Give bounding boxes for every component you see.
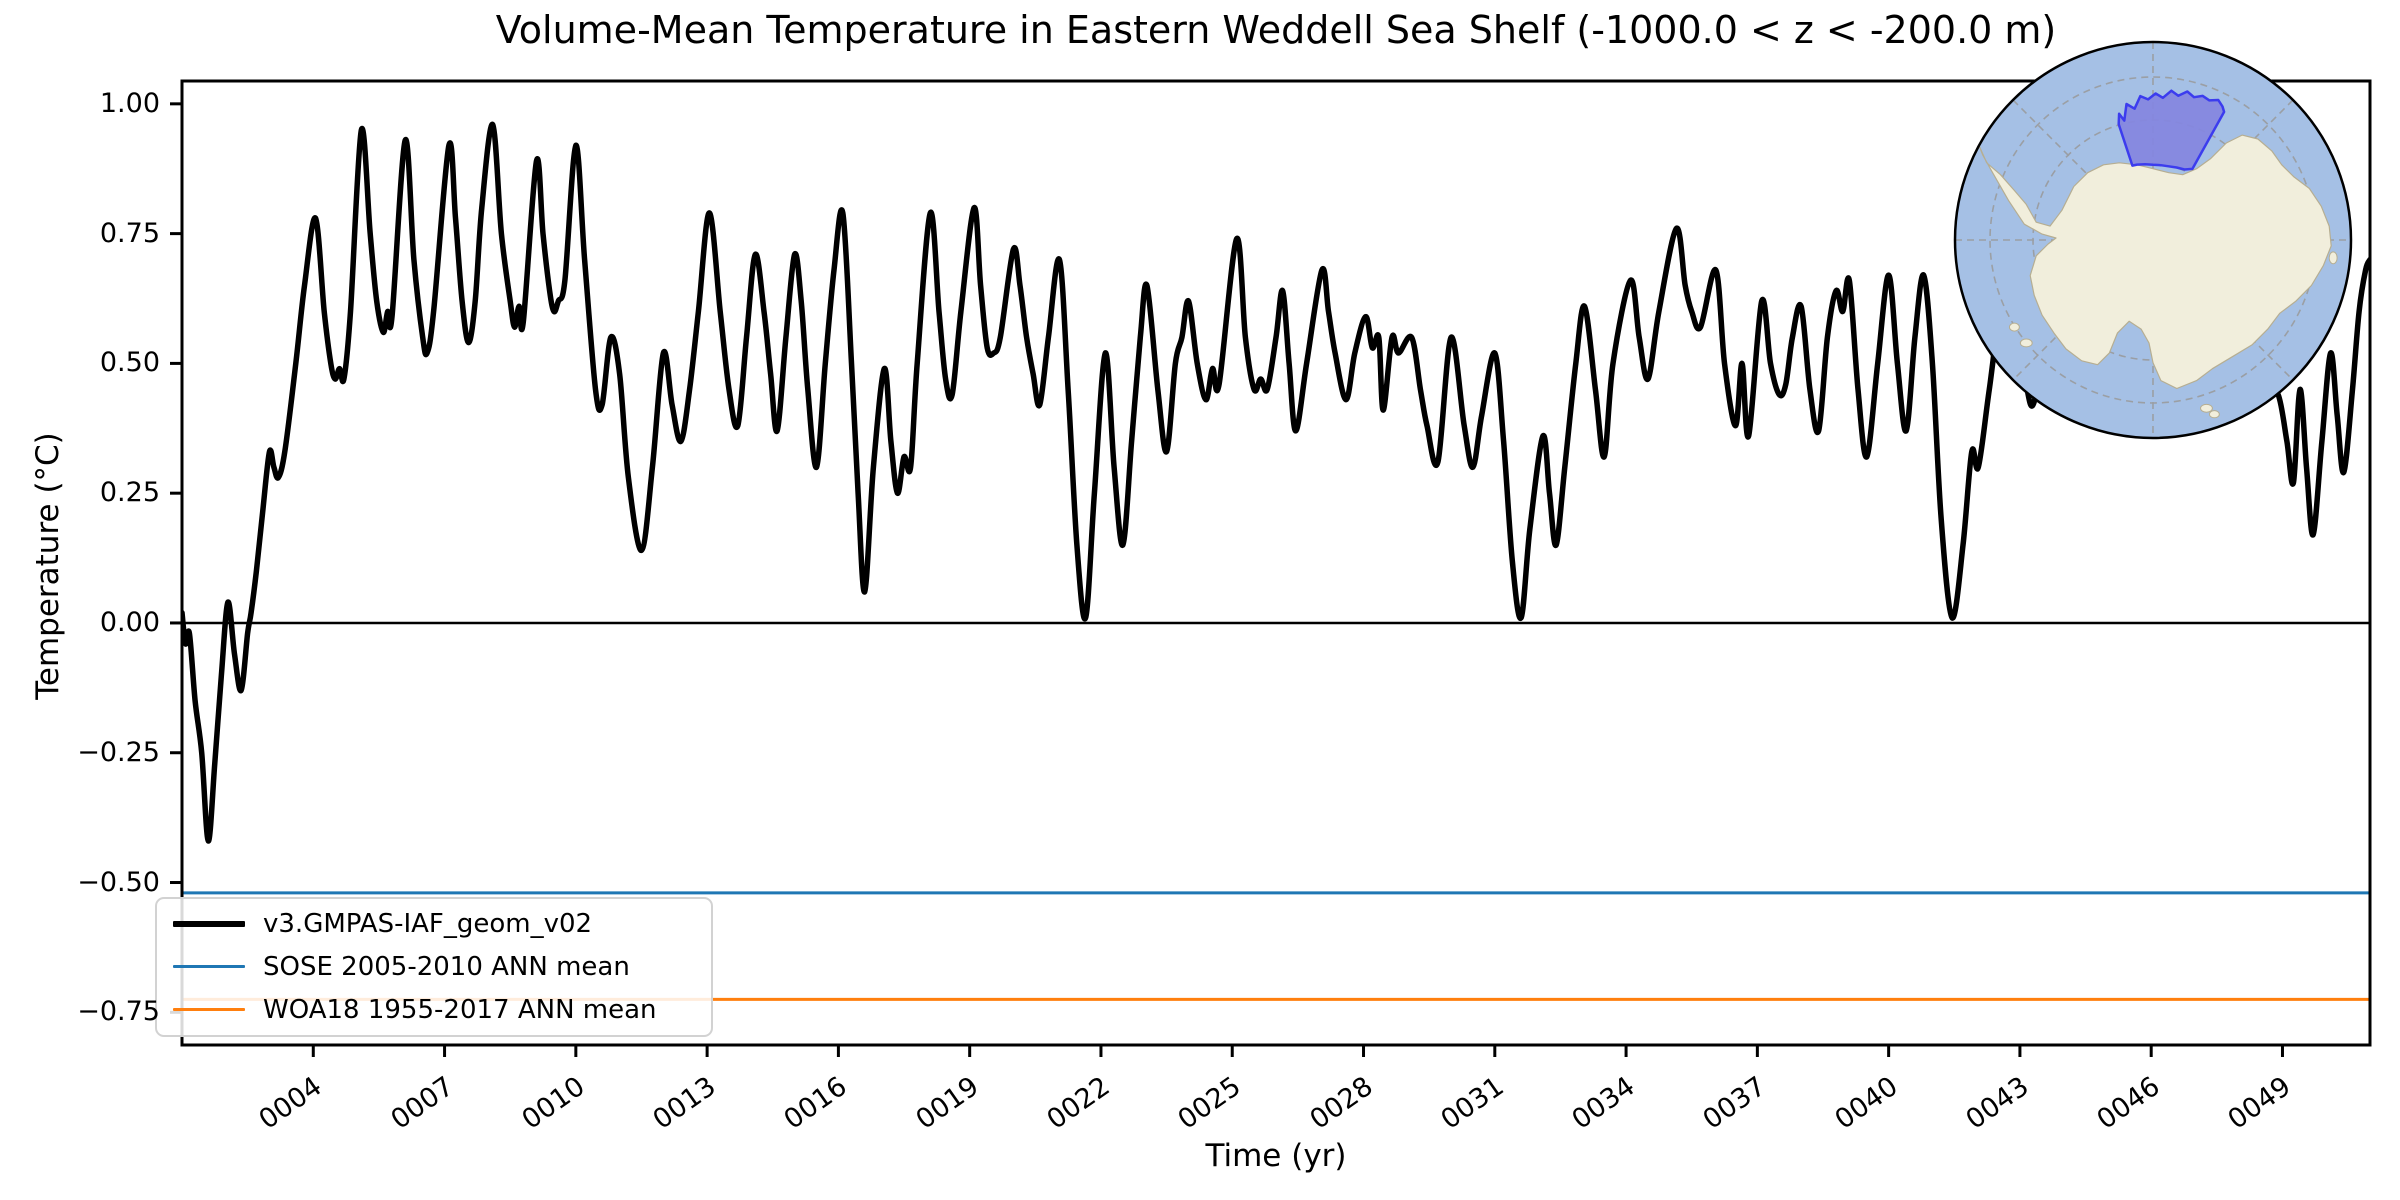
legend-item: SOSE 2005-2010 ANN mean: [157, 952, 711, 982]
legend-line-sample-sose: [173, 965, 245, 969]
y-tick-label: 0.00: [99, 606, 160, 638]
antarctica-landmass: [1978, 134, 2332, 390]
islet: [2200, 403, 2213, 413]
y-tick-label: 0.75: [99, 217, 160, 249]
legend-item-label: SOSE 2005-2010 ANN mean: [263, 951, 630, 982]
legend-item: v3.GMPAS-IAF_geom_v02: [157, 909, 711, 939]
axes-frame: [180, 79, 2372, 1047]
y-tick-label: 1.00: [99, 87, 160, 119]
y-tick-label: 0.50: [99, 347, 160, 379]
islet: [2019, 338, 2033, 348]
legend-item-label: WOA18 1955-2017 ANN mean: [263, 994, 657, 1025]
map-outline: [1953, 40, 2353, 440]
legend-item: WOA18 1955-2017 ANN mean: [157, 995, 711, 1025]
y-tick-label: −0.50: [77, 866, 160, 898]
legend-item-label: v3.GMPAS-IAF_geom_v02: [263, 909, 593, 940]
y-tick-label: 0.25: [99, 477, 160, 509]
y-tick-label: −0.75: [77, 996, 160, 1028]
legend-line-sample-model: [173, 921, 245, 928]
legend: v3.GMPAS-IAF_geom_v02 SOSE 2005-2010 ANN…: [155, 897, 713, 1037]
temperature-series-line: [182, 121, 2370, 844]
x-axis-label: Time (yr): [1205, 1138, 1347, 1174]
chart-title: Volume-Mean Temperature in Eastern Wedde…: [495, 8, 2057, 52]
weddell-region-highlight: [2117, 89, 2226, 171]
y-tick-label: −0.25: [77, 736, 160, 768]
islet: [2008, 322, 2020, 332]
islet: [2208, 410, 2220, 419]
islet: [2328, 251, 2338, 265]
legend-line-sample-woa18: [173, 1008, 245, 1012]
